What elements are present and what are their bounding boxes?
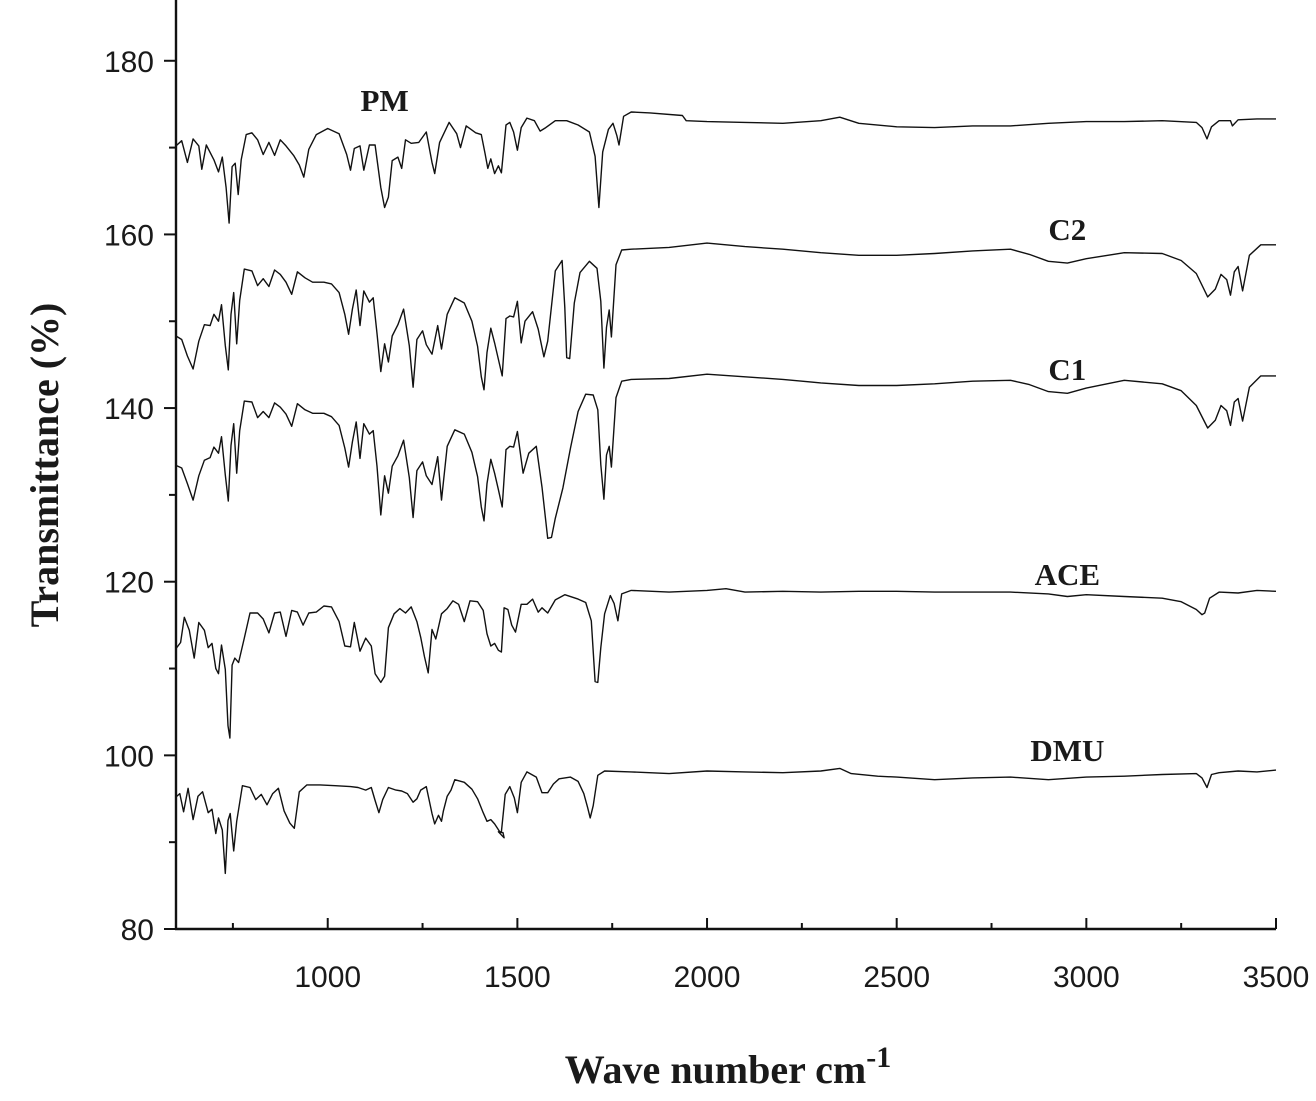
axes (174, 0, 1276, 931)
ticks: 1000 1500 2000 2500 3000 3500 80 100 120 140 160 18… (104, 46, 1309, 994)
y-tick-label: 140 (104, 393, 154, 426)
y-tick-label: 180 (104, 46, 154, 79)
y-axis-title: Transmittance (%) (22, 303, 67, 628)
x-axis-title-superscript: -1 (866, 1041, 891, 1074)
series-label-ace: ACE (1035, 557, 1100, 592)
spectrum-line-ace (175, 588, 1277, 739)
x-axis-title: Wave number cm-1 (565, 1041, 891, 1092)
y-tick-label: 120 (104, 567, 154, 600)
x-tick-label: 2000 (674, 961, 741, 994)
series-labels: PM C2 C1 ACE DMU (361, 83, 1105, 768)
spectrum-line-pm (175, 111, 1276, 224)
spectrum-line-c1 (175, 373, 1276, 539)
y-tick-label: 160 (104, 219, 154, 252)
plot-area (175, 111, 1277, 875)
spectrum-line-c2 (175, 242, 1276, 391)
x-axis-title-text: Wave number cm (565, 1047, 866, 1092)
x-tick-label: 2500 (863, 961, 930, 994)
x-tick-label: 1000 (294, 961, 361, 994)
series-label-c2: C2 (1048, 212, 1086, 247)
series-label-c1: C1 (1048, 352, 1086, 387)
x-tick-label: 3000 (1053, 961, 1120, 994)
y-tick-label: 80 (121, 914, 154, 947)
y-tick-label: 100 (104, 740, 154, 773)
series-label-pm: PM (361, 83, 409, 118)
x-tick-label: 3500 (1243, 961, 1310, 994)
x-tick-label: 1500 (484, 961, 551, 994)
spectrum-line-dmu (175, 767, 1277, 875)
series-label-dmu: DMU (1030, 733, 1104, 768)
